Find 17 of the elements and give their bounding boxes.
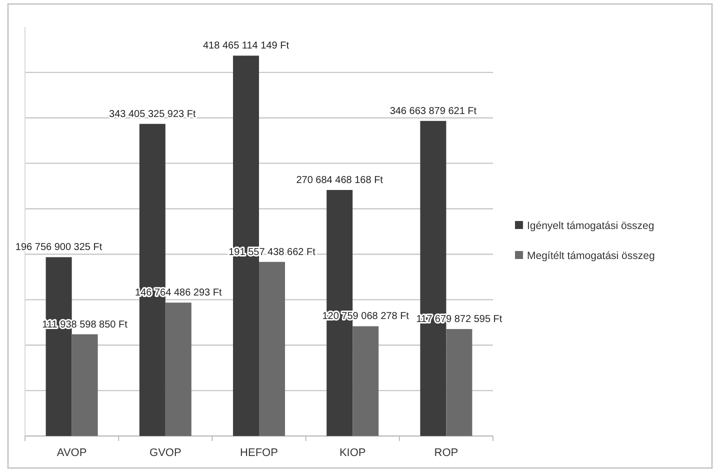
bar [72, 334, 98, 436]
x-tick-label: KIOP [339, 446, 366, 459]
bar [446, 329, 472, 436]
bar [259, 262, 285, 436]
x-tick-label: AVOP [56, 446, 87, 459]
x-tick-label: HEFOP [240, 446, 278, 459]
bar [165, 302, 192, 436]
x-tick-label: GVOP [150, 446, 182, 459]
data-label: 418 465 114 149 Ft [203, 40, 290, 52]
data-label: 270 684 468 168 Ft [296, 174, 384, 186]
data-label: 346 663 879 621 Ft [390, 106, 477, 117]
data-label: 343 405 325 923 Ft [109, 108, 196, 120]
bar [352, 326, 379, 436]
legend-label: Igényelt támogatási összeg [527, 220, 654, 232]
x-tick-label: ROP [434, 446, 458, 459]
legend-label: Megítélt támogatási összeg [527, 250, 655, 262]
data-label: 196 756 900 325 Ft [15, 242, 102, 254]
